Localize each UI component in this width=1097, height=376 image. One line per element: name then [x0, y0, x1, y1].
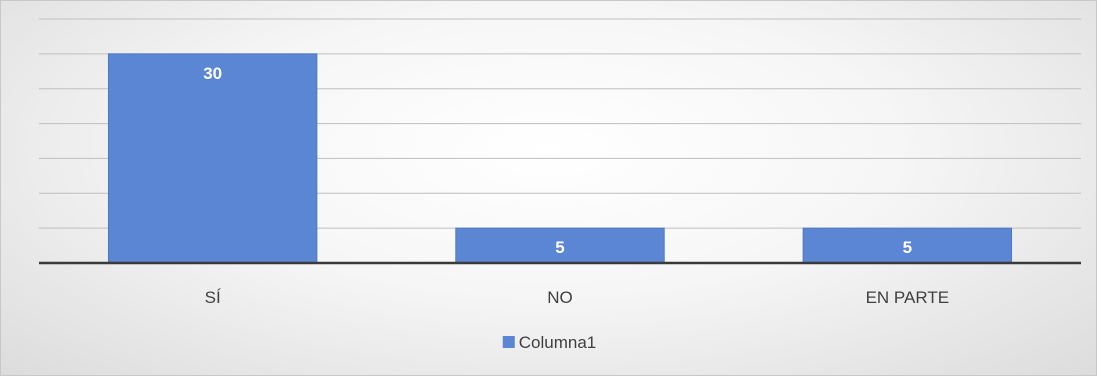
- x-tick-label: EN PARTE: [866, 288, 949, 307]
- data-label: 5: [555, 238, 564, 257]
- legend: Columna1: [502, 333, 597, 352]
- bar: [802, 227, 1013, 264]
- bar: [455, 227, 665, 264]
- data-label: 5: [903, 238, 912, 257]
- labels: 30 SÍ 5 NO 5 EN PARTE: [203, 64, 949, 307]
- legend-label: Columna1: [519, 333, 597, 352]
- x-tick-label: NO: [547, 288, 573, 307]
- data-label: 30: [203, 64, 222, 83]
- bar: [107, 53, 318, 264]
- legend-swatch: [502, 336, 515, 348]
- x-tick-label: SÍ: [205, 288, 221, 307]
